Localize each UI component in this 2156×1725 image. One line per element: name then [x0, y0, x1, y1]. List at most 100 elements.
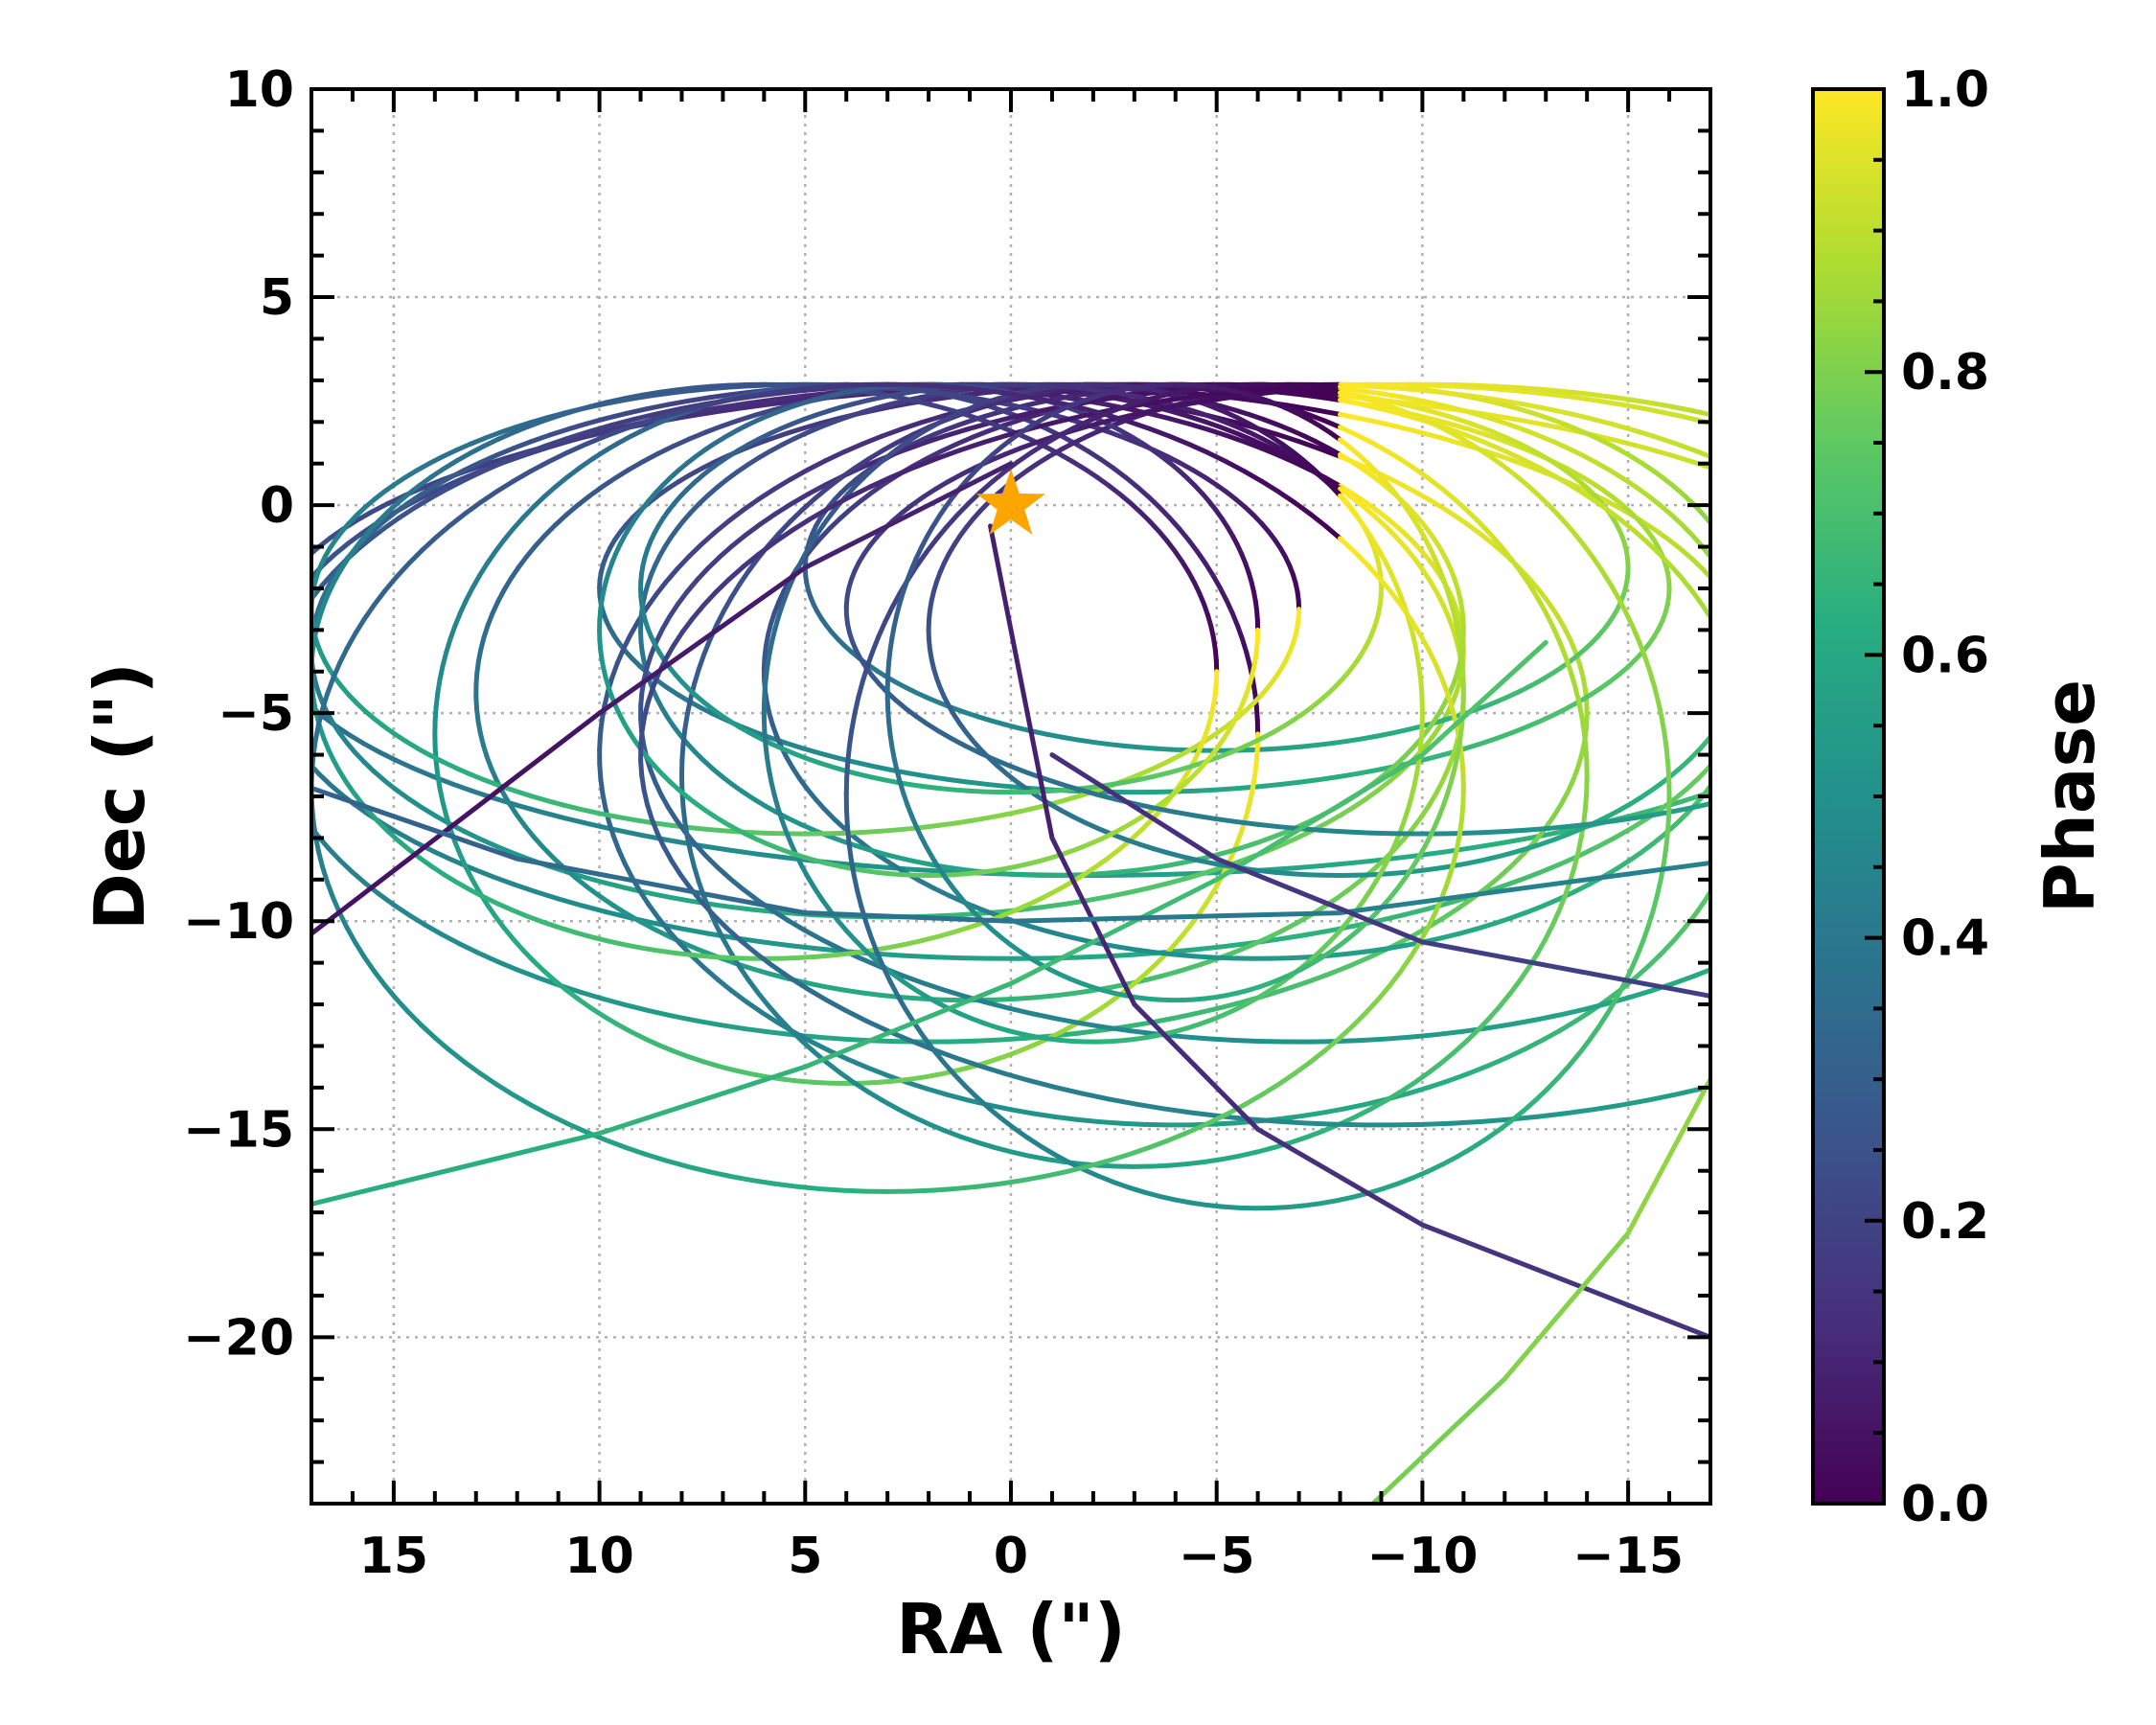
orbit-segment [1735, 612, 1741, 624]
orbit-segment [1739, 608, 1743, 619]
orbit-segment [1570, 528, 1585, 546]
orbit-segment [1892, 571, 1903, 583]
orbit-segment [1524, 482, 1542, 498]
orbit-segment [1376, 575, 1393, 594]
orbit-segment [546, 426, 571, 438]
orbit-segment [823, 997, 849, 1013]
orbit-segment [954, 501, 972, 518]
track-segment [1338, 860, 1710, 916]
orbit-segment [543, 438, 572, 451]
orbit-segment [738, 938, 759, 956]
orbit-segment [1726, 706, 1732, 716]
orbit-segment [851, 759, 875, 769]
orbit-segment [623, 1002, 652, 1014]
orbit-segment [495, 901, 516, 913]
orbit-segment [673, 951, 696, 958]
orbit-segment [1083, 396, 1113, 405]
orbit-segment [493, 446, 516, 458]
orbit-segment [1261, 417, 1280, 427]
orbit-segment [576, 457, 594, 472]
orbit-segment [987, 1102, 1014, 1113]
orbit-segment [779, 1076, 801, 1084]
orbit-segment [1776, 486, 1793, 495]
orbit-segment [382, 574, 400, 593]
orbit-segment [1447, 421, 1469, 431]
orbit-segment [1590, 818, 1617, 827]
orbit-segment [1226, 844, 1246, 855]
orbit-segment [1722, 590, 1730, 601]
orbit-segment [1193, 787, 1220, 794]
orbit-segment [468, 771, 488, 783]
orbit-segment [687, 825, 712, 833]
orbit-segment [776, 1015, 792, 1032]
orbit-segment [1502, 827, 1530, 835]
track-segment [1419, 939, 1710, 999]
orbit-segment [564, 466, 582, 480]
orbit-segment [911, 1021, 927, 1040]
orbit-segment [1450, 382, 1479, 388]
orbit-segment [725, 954, 749, 961]
orbit-segment [638, 729, 645, 749]
orbit-segment [1695, 448, 1710, 460]
orbit-segment [1668, 564, 1686, 582]
orbit-segment [702, 424, 724, 435]
orbit-segment [860, 433, 884, 447]
orbit-segment [1718, 460, 1737, 469]
orbit-segment [528, 1102, 552, 1117]
orbit-segment [673, 385, 696, 393]
orbit-segment [1917, 494, 1929, 502]
orbit-segment [511, 515, 526, 532]
orbit-segment [605, 396, 627, 405]
orbit-segment [1507, 978, 1523, 996]
orbit-segment [1384, 1034, 1415, 1042]
orbit-segment [772, 501, 794, 517]
orbit-segment [1719, 763, 1726, 773]
orbit-segment [955, 817, 979, 826]
orbit-segment [753, 951, 775, 968]
orbit-segment [817, 383, 845, 390]
orbit-segment [1479, 397, 1501, 406]
orbit-segment [975, 401, 998, 411]
x-tick-label: 5 [788, 1528, 822, 1585]
orbit-segment [1524, 841, 1544, 852]
orbit-segment [679, 616, 696, 635]
orbit-segment [1434, 388, 1455, 397]
orbit-segment [284, 634, 289, 647]
orbit-segment [866, 847, 886, 857]
orbit-segment [624, 910, 643, 925]
orbit-segment [1668, 403, 1694, 413]
orbit-segment [1726, 545, 1732, 555]
orbit-segment [1535, 1111, 1569, 1119]
orbit-segment [1749, 649, 1751, 658]
orbit-segment [337, 858, 355, 874]
orbit-segment [1060, 734, 1081, 743]
orbit-segment [2033, 917, 2047, 930]
orbit-segment [1161, 1106, 1195, 1116]
orbit-segment [1008, 1107, 1036, 1116]
orbit-segment [955, 1064, 976, 1073]
orbit-segment [1447, 1070, 1472, 1083]
orbit-segment [823, 449, 847, 464]
x-axis-label: RA (") [896, 1589, 1126, 1669]
orbit-segment [1773, 492, 1790, 499]
orbit-segment [1166, 936, 1182, 954]
orbit-segment [839, 382, 868, 389]
orbit-segment [1276, 489, 1298, 506]
colorbar-tick-label: 0.2 [1901, 1193, 1989, 1251]
orbit-segment [1293, 500, 1314, 518]
orbit-segment [987, 451, 1008, 464]
orbit-segment [1630, 527, 1649, 544]
orbit-segment [930, 1046, 947, 1065]
orbit-segment [1009, 807, 1032, 816]
orbit-segment [1398, 456, 1417, 472]
orbit-segment [468, 444, 487, 456]
orbit-segment [610, 833, 622, 853]
orbit-segment [432, 1035, 452, 1053]
orbit-segment [796, 954, 820, 960]
orbit-segment [2099, 662, 2105, 677]
orbit-segment [1598, 566, 1613, 586]
orbit-segment [381, 982, 399, 1001]
orbit-segment [1344, 736, 1365, 744]
orbit-segment [1476, 530, 1496, 546]
orbit-segment [958, 955, 993, 961]
